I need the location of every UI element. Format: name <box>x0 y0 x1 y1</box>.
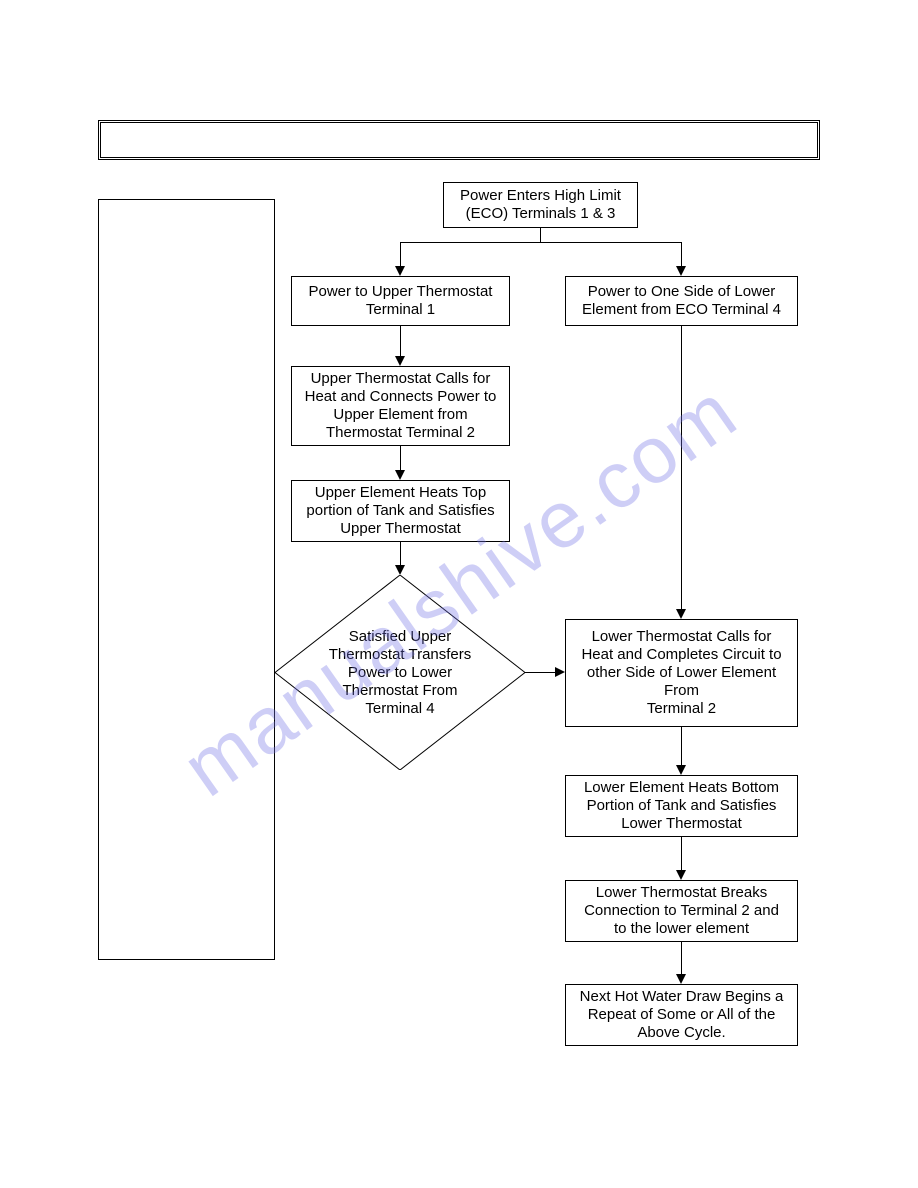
flowchart-node-start: Power Enters High Limit (ECO) Terminals … <box>443 182 638 228</box>
edge-line <box>525 672 555 673</box>
node-label: Power Enters High Limit (ECO) Terminals … <box>454 187 627 223</box>
flowchart-decision-transfer: Satisfied Upper Thermostat Transfers Pow… <box>275 575 525 770</box>
flowchart-node-upper-calls-heat: Upper Thermostat Calls for Heat and Conn… <box>291 366 510 446</box>
node-label: Power to One Side of Lower Element from … <box>576 283 787 319</box>
node-label: Next Hot Water Draw Begins a Repeat of S… <box>576 988 787 1042</box>
node-label: Satisfied Upper Thermostat Transfers Pow… <box>320 628 480 718</box>
edge-line <box>400 542 401 566</box>
node-label: Upper Thermostat Calls for Heat and Conn… <box>302 370 499 442</box>
header-box <box>98 120 820 160</box>
arrow-head-icon <box>395 356 405 366</box>
edge-line <box>400 446 401 470</box>
arrow-head-icon <box>676 974 686 984</box>
flowchart-node-repeat: Next Hot Water Draw Begins a Repeat of S… <box>565 984 798 1046</box>
edge-line <box>681 727 682 765</box>
arrow-head-icon <box>395 266 405 276</box>
node-label: Lower Element Heats Bottom Portion of Ta… <box>576 779 787 833</box>
node-label: Lower Thermostat Breaks Connection to Te… <box>576 884 787 938</box>
flowchart-node-lower-calls-heat: Lower Thermostat Calls for Heat and Comp… <box>565 619 798 727</box>
edge-line <box>400 242 401 266</box>
arrow-head-icon <box>395 470 405 480</box>
arrow-head-icon <box>555 667 565 677</box>
flowchart-node-lower-element-power: Power to One Side of Lower Element from … <box>565 276 798 326</box>
edge-line <box>681 942 682 974</box>
node-label: Lower Thermostat Calls for Heat and Comp… <box>576 628 787 718</box>
edge-line <box>400 242 682 243</box>
edge-line <box>681 837 682 870</box>
node-label: Upper Element Heats Top portion of Tank … <box>302 484 499 538</box>
flowchart-node-upper-thermostat-power: Power to Upper Thermostat Terminal 1 <box>291 276 510 326</box>
side-box <box>98 199 275 960</box>
node-label: Power to Upper Thermostat Terminal 1 <box>302 283 499 319</box>
arrow-head-icon <box>676 609 686 619</box>
edge-line <box>400 326 401 356</box>
edge-line <box>540 228 541 242</box>
edge-line <box>681 242 682 266</box>
flowchart-node-upper-heats: Upper Element Heats Top portion of Tank … <box>291 480 510 542</box>
arrow-head-icon <box>676 765 686 775</box>
arrow-head-icon <box>395 565 405 575</box>
arrow-head-icon <box>676 266 686 276</box>
flowchart-node-lower-breaks: Lower Thermostat Breaks Connection to Te… <box>565 880 798 942</box>
arrow-head-icon <box>676 870 686 880</box>
flowchart-node-lower-heats: Lower Element Heats Bottom Portion of Ta… <box>565 775 798 837</box>
edge-line <box>681 326 682 609</box>
